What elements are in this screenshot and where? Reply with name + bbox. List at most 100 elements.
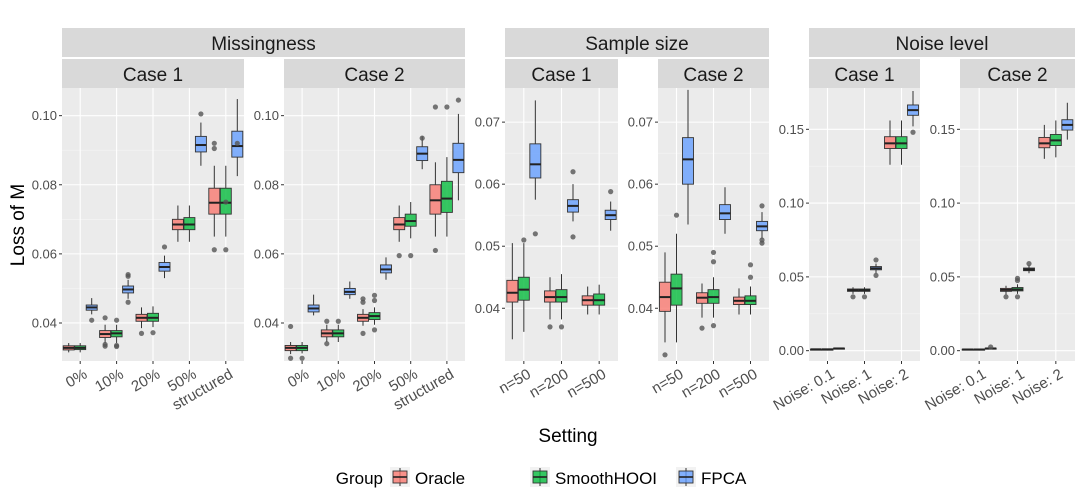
- outlier-point: [547, 324, 553, 330]
- outlier-point: [662, 352, 668, 358]
- outlier-point: [371, 297, 378, 304]
- outlier-point: [1014, 275, 1021, 281]
- outlier-point: [747, 274, 754, 280]
- outlier-point: [747, 262, 754, 268]
- outlier-point: [234, 140, 240, 146]
- outlier-point: [419, 135, 425, 141]
- outlier-point: [360, 330, 366, 336]
- y-tick-label: 0.07: [475, 115, 500, 130]
- outlier-point: [673, 212, 680, 218]
- y-tick-label: 0.07: [628, 115, 653, 130]
- outlier-point: [211, 247, 217, 253]
- outlier-point: [102, 343, 108, 349]
- panel-strip: [960, 59, 1075, 88]
- outlier-point: [396, 253, 402, 259]
- facet-strip: [505, 28, 769, 57]
- panel-strip: [62, 59, 244, 88]
- y-tick-label: 0.10: [254, 108, 279, 123]
- panel-title: Case 1: [531, 65, 591, 86]
- x-tick-label: 20%: [350, 366, 385, 396]
- panel-title: Case 2: [987, 65, 1047, 86]
- outlier-point: [288, 355, 294, 361]
- y-tick-label: 0.04: [475, 301, 500, 316]
- panel-title: Case 1: [123, 65, 183, 86]
- outlier-point: [125, 273, 131, 279]
- outlier-point: [324, 318, 330, 324]
- outlier-point: [521, 237, 527, 243]
- x-tick-label: n=50: [496, 366, 534, 398]
- box: [682, 137, 694, 185]
- y-tick-label: 0.04: [254, 315, 279, 330]
- facet-strip: [62, 28, 465, 57]
- outlier-point: [150, 330, 156, 336]
- outlier-point: [211, 140, 217, 146]
- box: [440, 180, 453, 213]
- y-tick-label: 0.15: [779, 122, 804, 137]
- facet-title: Sample size: [585, 34, 689, 55]
- outlier-point: [608, 189, 614, 195]
- panel-strip: [284, 59, 465, 88]
- y-tick-label: 0.05: [628, 239, 653, 254]
- outlier-point: [211, 145, 217, 152]
- outlier-point: [1003, 294, 1009, 300]
- outlier-point: [759, 203, 765, 209]
- panel-strip: [809, 59, 920, 88]
- outlier-point: [759, 237, 765, 243]
- outlier-point: [288, 323, 294, 330]
- x-tick-label: 0%: [285, 366, 312, 392]
- legend-label: Oracle: [415, 469, 465, 488]
- outlier-point: [299, 355, 305, 361]
- y-tick-label: 0.10: [930, 196, 955, 211]
- outlier-point: [1014, 294, 1021, 300]
- legend-title: Group: [336, 469, 383, 488]
- box: [506, 279, 519, 303]
- x-axis-title: Setting: [538, 426, 597, 447]
- y-tick-label: 0.06: [254, 246, 279, 261]
- outlier-point: [699, 325, 705, 331]
- box: [529, 143, 542, 179]
- outlier-point: [408, 253, 414, 259]
- outlier-point: [138, 330, 145, 336]
- outlier-point: [432, 247, 438, 254]
- box: [670, 273, 683, 306]
- outlier-point: [558, 324, 565, 330]
- outlier-point: [873, 272, 879, 279]
- x-tick-label: n=200: [679, 366, 724, 402]
- facet-strip: [809, 28, 1075, 57]
- x-tick-label: n=500: [716, 366, 761, 402]
- outlier-point: [89, 317, 95, 323]
- outlier-point: [114, 343, 120, 350]
- outlier-point: [102, 315, 108, 321]
- panel-strip: [505, 59, 618, 88]
- box: [208, 187, 221, 215]
- box: [452, 142, 465, 174]
- outlier-point: [710, 249, 717, 256]
- outlier-point: [114, 317, 120, 323]
- y-tick-label: 0.10: [779, 196, 804, 211]
- outlier-point: [360, 296, 366, 302]
- y-tick-label: 0.04: [32, 315, 57, 330]
- outlier-point: [432, 104, 438, 110]
- outlier-point: [910, 129, 916, 135]
- outlier-point: [371, 327, 378, 333]
- outlier-point: [455, 97, 461, 103]
- panel-title: Case 1: [834, 65, 894, 86]
- x-tick-label: 20%: [128, 366, 163, 396]
- outlier-point: [570, 234, 576, 240]
- y-tick-label: 0.10: [32, 108, 57, 123]
- outlier-point: [850, 294, 856, 300]
- y-tick-label: 0.08: [254, 177, 279, 192]
- outlier-point: [532, 231, 538, 237]
- y-tick-label: 0.00: [779, 343, 804, 358]
- y-tick-label: 0.05: [475, 239, 500, 254]
- y-tick-label: 0.04: [628, 301, 653, 316]
- outlier-point: [444, 104, 450, 110]
- legend-label: SmoothHOOI: [555, 469, 657, 488]
- panel-strip: [658, 59, 769, 88]
- y-tick-label: 0.00: [930, 343, 955, 358]
- y-tick-label: 0.15: [930, 122, 955, 137]
- outlier-point: [1026, 261, 1032, 267]
- outlier-point: [125, 299, 131, 305]
- outlier-point: [223, 247, 229, 253]
